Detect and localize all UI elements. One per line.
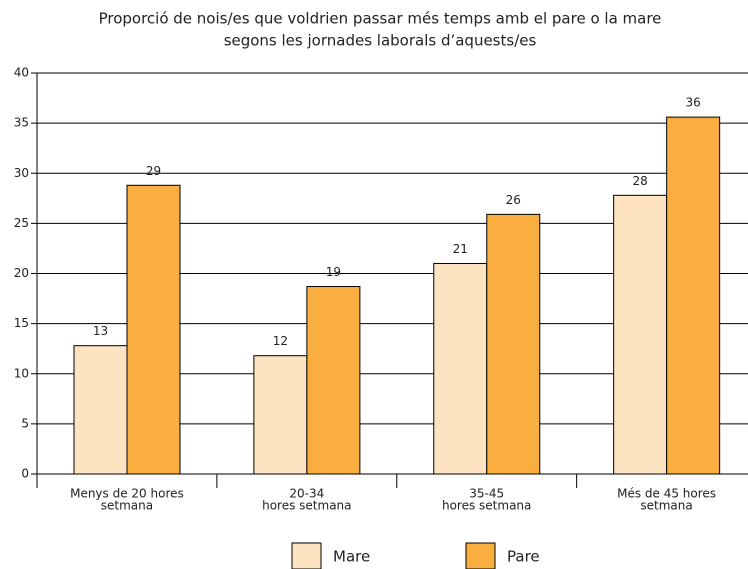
- x-tick-label: setmana: [640, 499, 692, 513]
- data-label: 19: [326, 265, 341, 279]
- data-label: 28: [633, 174, 648, 188]
- legend-label: Pare: [507, 548, 540, 566]
- data-label: 21: [453, 242, 468, 256]
- y-tick-label: 5: [21, 416, 29, 430]
- legend-swatch: [291, 542, 322, 569]
- chart-title: segons les jornades laborals d’aquests/e…: [224, 32, 537, 50]
- bar: [73, 345, 128, 475]
- y-tick-label: 40: [14, 66, 29, 80]
- y-tick-label: 15: [14, 316, 29, 330]
- bar: [253, 355, 308, 475]
- x-tick-label: Més de 45 hores: [617, 487, 716, 501]
- y-tick-label: 30: [14, 166, 29, 180]
- y-tick-label: 0: [21, 467, 29, 481]
- x-tick-label: hores setmana: [442, 499, 531, 513]
- x-tick-label: setmana: [101, 499, 153, 513]
- bar: [486, 213, 541, 475]
- data-label: 13: [93, 324, 108, 338]
- bar: [613, 194, 668, 475]
- x-tick-label: 20-34: [289, 487, 324, 501]
- y-tick-label: 20: [14, 266, 29, 280]
- y-tick-label: 35: [14, 116, 29, 130]
- bar: [306, 286, 361, 475]
- x-tick-label: Menys de 20 hores: [70, 487, 184, 501]
- data-label: 29: [146, 164, 161, 178]
- chart-title: Proporció de nois/es que voldrien passar…: [99, 10, 662, 28]
- data-label: 26: [506, 193, 521, 207]
- bar: [433, 262, 488, 475]
- legend-label: Mare: [333, 548, 370, 566]
- data-label: 36: [686, 96, 701, 110]
- x-tick-label: hores setmana: [262, 499, 351, 513]
- y-tick-label: 25: [14, 216, 29, 230]
- x-tick-label: 35-45: [469, 487, 504, 501]
- data-label: 12: [273, 334, 288, 348]
- bar: [666, 116, 721, 475]
- bar: [126, 184, 181, 475]
- y-tick-label: 10: [14, 366, 29, 380]
- legend-swatch: [465, 542, 496, 569]
